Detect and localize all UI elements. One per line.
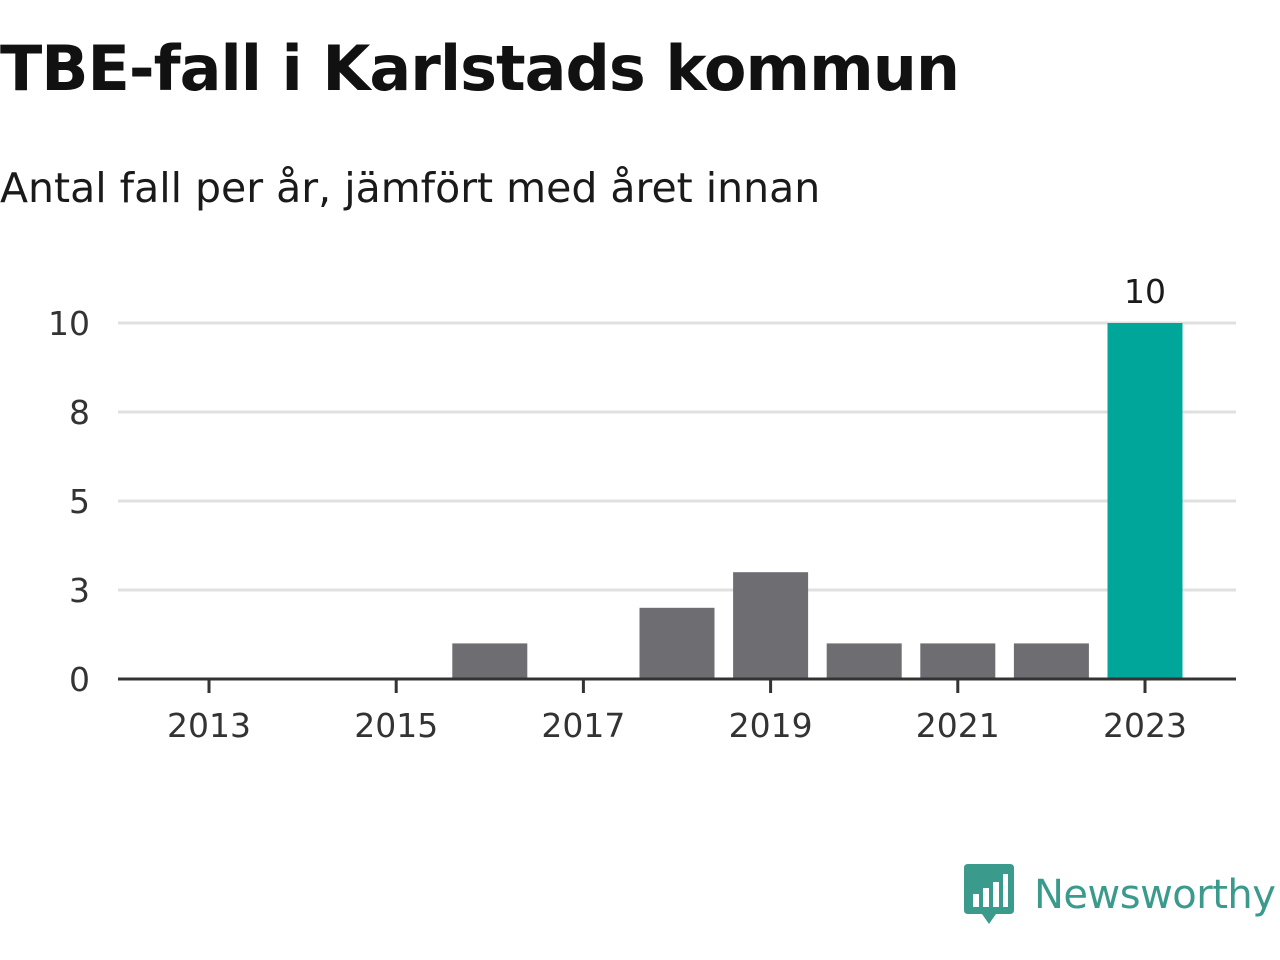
data-label: 10 bbox=[1124, 272, 1166, 311]
x-tick-label: 2019 bbox=[729, 706, 813, 745]
y-tick-label: 8 bbox=[69, 393, 90, 432]
y-tick-label: 5 bbox=[69, 482, 90, 521]
bars bbox=[452, 323, 1183, 679]
bar bbox=[1013, 643, 1089, 679]
brand-name: Newsworthy bbox=[1034, 872, 1276, 918]
bar bbox=[639, 607, 715, 679]
bar bbox=[920, 643, 996, 679]
x-tick-label: 2023 bbox=[1103, 706, 1187, 745]
bar-chart-speech-bubble-icon bbox=[964, 864, 1014, 924]
y-tick-label: 3 bbox=[69, 571, 90, 610]
y-tick-label: 10 bbox=[48, 304, 90, 343]
bar bbox=[1107, 323, 1183, 679]
gridlines bbox=[118, 321, 1236, 592]
newsworthy-brand: Newsworthy bbox=[964, 864, 1276, 926]
data-labels: 10 bbox=[1124, 272, 1166, 311]
chart-title: TBE-fall i Karlstads kommun bbox=[0, 32, 960, 105]
y-axis-ticks: 0 3 5 8 10 bbox=[48, 304, 90, 699]
chart-subtitle: Antal fall per år, jämfört med året inna… bbox=[0, 164, 821, 212]
x-tick-label: 2015 bbox=[354, 706, 438, 745]
bar bbox=[733, 572, 809, 679]
y-tick-label: 0 bbox=[69, 660, 90, 699]
bar bbox=[826, 643, 902, 679]
x-tick-label: 2021 bbox=[916, 706, 1000, 745]
bar bbox=[452, 643, 528, 679]
x-tick-label: 2017 bbox=[541, 706, 625, 745]
x-axis-ticks: 2013 2015 2017 2019 2021 2023 bbox=[167, 679, 1187, 745]
x-tick-label: 2013 bbox=[167, 706, 251, 745]
